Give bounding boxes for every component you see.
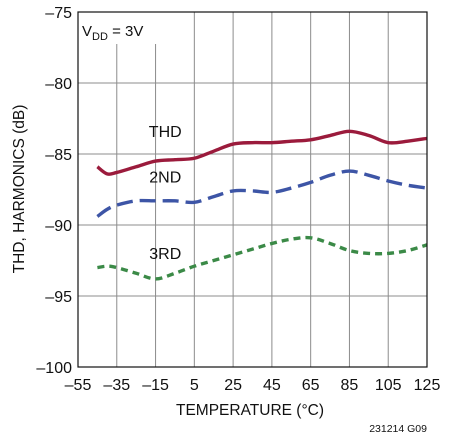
condition-main: V [82, 23, 92, 40]
x-tick-label: 105 [375, 377, 402, 394]
series-line-thd [96, 129, 428, 176]
x-tick-label: 85 [341, 377, 359, 394]
y-tick-label: –80 [45, 76, 72, 93]
figure-id: 231214 G09 [369, 423, 427, 435]
x-tick-label: –55 [65, 377, 92, 394]
series-labels: THD 2ND 3RD [149, 124, 182, 263]
condition-rest: = 3V [108, 23, 143, 40]
x-tick-label: 65 [302, 377, 320, 394]
x-tick-label: –15 [142, 377, 169, 394]
x-tick-label: –35 [103, 377, 130, 394]
series-group [96, 129, 428, 281]
series-label-thd: THD [149, 124, 182, 141]
condition-label: VDD = 3V [82, 23, 143, 43]
series-line-3rd [97, 235, 428, 281]
x-tick-label: 45 [263, 377, 281, 394]
y-tick-label: –75 [45, 5, 72, 22]
grid [77, 11, 428, 368]
y-tick-label: –95 [45, 289, 72, 306]
condition-subscript: DD [92, 31, 108, 43]
x-tick-label: 125 [414, 377, 441, 394]
series-label-2nd: 2ND [149, 169, 181, 186]
y-tick-labels: –100 –95 –90 –85 –80 –75 [36, 5, 72, 377]
plot-frame [77, 11, 428, 368]
x-tick-label: 25 [224, 377, 242, 394]
y-axis-title: THD, HARMONICS (dB) [11, 105, 28, 274]
y-tick-label: –100 [36, 360, 72, 377]
series-label-3rd: 3RD [149, 246, 181, 263]
y-tick-label: –85 [45, 147, 72, 164]
series-line-2nd [96, 169, 428, 218]
x-tick-label: 5 [190, 377, 199, 394]
x-axis-title: TEMPERATURE (°C) [176, 402, 324, 419]
y-tick-label: –90 [45, 218, 72, 235]
x-tick-labels: –55 –35 –15 5 25 45 65 85 105 125 [65, 377, 441, 394]
